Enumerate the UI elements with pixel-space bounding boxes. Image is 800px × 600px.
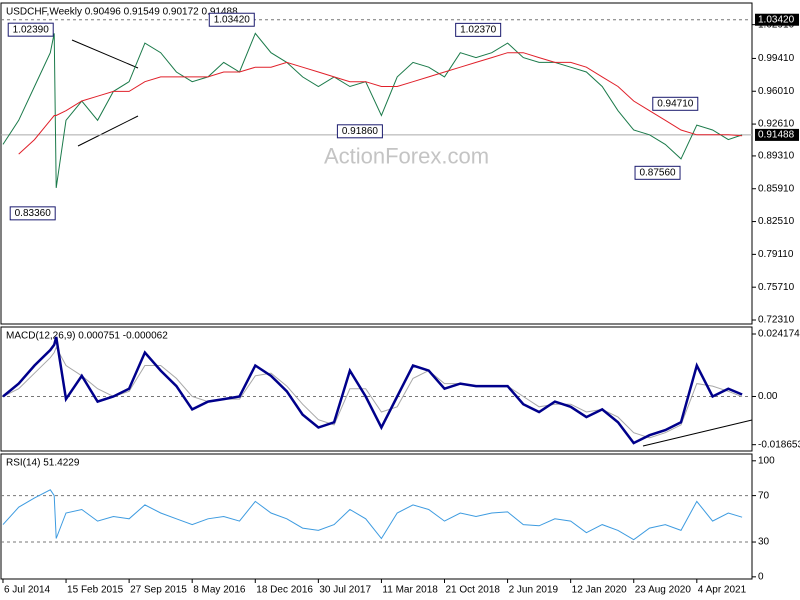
y-tick-label: 100 (758, 455, 775, 466)
x-tick-label: 27 Sep 2015 (130, 585, 187, 596)
y-tick-label: 0 (758, 571, 764, 582)
y-tick-label: 0.82510 (758, 216, 795, 227)
y-tick-label: 0.96010 (758, 86, 795, 97)
y-tick-label: 70 (758, 490, 770, 501)
price-panel (0, 2, 753, 325)
annotation-box (336, 124, 383, 139)
annotation-label: 1.02370 (460, 25, 497, 36)
annotation-box (9, 206, 56, 221)
price-label-box (755, 13, 799, 26)
y-tick-label: -0.018653 (758, 439, 800, 450)
x-tick-label: 12 Jan 2020 (572, 585, 627, 596)
y-tick-label: 0.024174 (758, 329, 800, 340)
x-tick-label: 23 Aug 2020 (635, 585, 692, 596)
annotation-label: 1.02390 (13, 24, 50, 35)
y-tick-label: 30 (758, 537, 770, 548)
series-line (2, 346, 743, 439)
series-line (2, 32, 743, 188)
y-tick-label: 0.85910 (758, 183, 795, 194)
y-tick-label: 0.00 (758, 391, 778, 402)
annotation-label: 0.91860 (342, 126, 379, 137)
x-tick-label: 11 Mar 2018 (382, 585, 438, 596)
trend-line (71, 39, 139, 69)
annotation-box (652, 96, 699, 111)
annotation-label: 1.03420 (214, 14, 251, 25)
x-tick-label: 8 May 2016 (193, 585, 246, 596)
series-line (2, 336, 743, 445)
y-tick-label: 0.79110 (758, 249, 794, 260)
y-tick-label: 0.99410 (758, 53, 795, 64)
price-label: 1.03420 (758, 14, 795, 25)
annotation-label: 0.83360 (15, 208, 52, 219)
y-tick-label: 0.92610 (758, 119, 795, 130)
annotation-label: 0.87560 (639, 167, 676, 178)
y-tick-label: 0.75710 (758, 282, 795, 293)
panel-title: RSI(14) 51.4229 (6, 458, 80, 469)
annotation-box (208, 12, 255, 27)
x-tick-label: 18 Dec 2016 (256, 585, 313, 596)
series-line (18, 52, 743, 155)
panel-title: USDCHF,Weekly 0.90496 0.91549 0.90172 0.… (6, 7, 238, 18)
price-label: 0.91488 (758, 130, 795, 141)
rsi-panel (0, 453, 753, 580)
annotation-label: 0.94710 (657, 98, 694, 109)
y-tick-label: 0.89310 (758, 151, 795, 162)
x-tick-label: 4 Apr 2021 (698, 585, 747, 596)
macd-panel (0, 326, 753, 452)
series-line (2, 489, 743, 541)
trend-line (642, 419, 753, 447)
watermark: ActionForex.com (324, 143, 489, 168)
panel-title: MACD(12,26,9) 0.000751 -0.000062 (6, 331, 168, 342)
price-label-box (755, 128, 799, 141)
x-tick-label: 30 Jul 2017 (319, 585, 371, 596)
y-tick-label: 0.72310 (758, 315, 795, 326)
trend-line (77, 115, 139, 147)
x-tick-label: 21 Oct 2018 (446, 585, 501, 596)
annotation-box (7, 22, 54, 37)
x-tick-label: 15 Feb 2015 (67, 585, 124, 596)
x-tick-label: 6 Jul 2014 (4, 585, 51, 596)
annotation-box (455, 22, 502, 37)
x-tick-label: 2 Jun 2019 (509, 585, 559, 596)
annotation-box (634, 165, 681, 180)
